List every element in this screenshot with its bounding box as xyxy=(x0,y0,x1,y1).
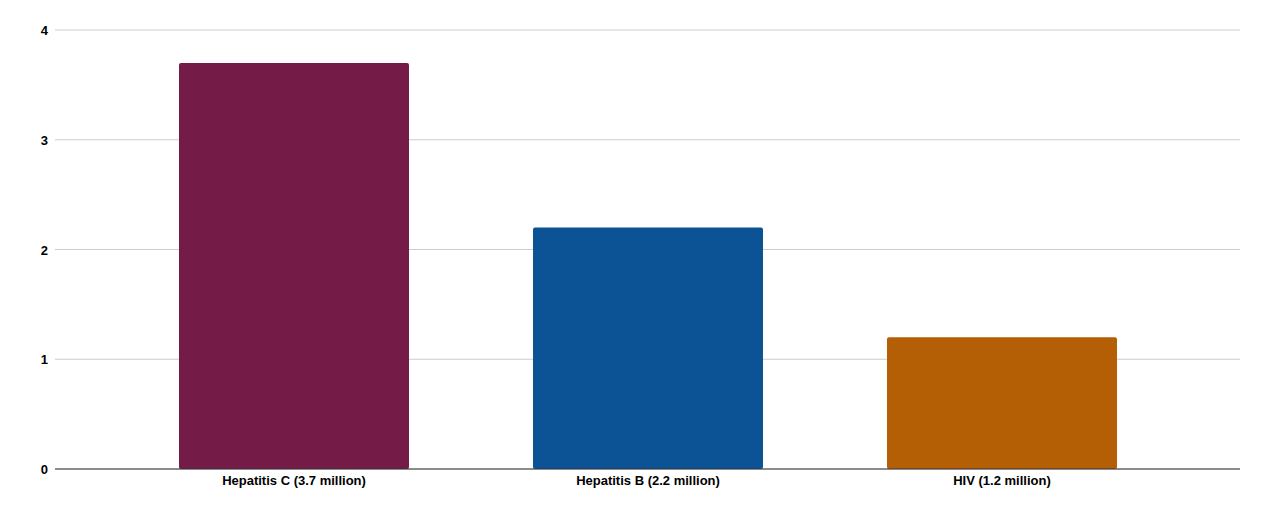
y-tick-label: 4 xyxy=(41,23,49,38)
x-tick-label: Hepatitis C (3.7 million) xyxy=(222,473,366,488)
y-tick-label: 3 xyxy=(41,133,48,148)
bars xyxy=(179,63,1117,469)
x-axis-line xyxy=(55,469,1240,470)
grid-line xyxy=(55,30,1240,31)
y-tick-label: 2 xyxy=(41,243,48,258)
bar xyxy=(179,63,409,469)
y-tick-label: 0 xyxy=(41,462,48,477)
grid-line xyxy=(55,469,1240,470)
chart-svg: 0 1 2 3 4 Hepatitis C (3.7 million) Hepatitis … xyxy=(0,0,1264,509)
x-tick-label: HIV (1.2 million) xyxy=(953,473,1051,488)
bar xyxy=(887,337,1117,469)
chart-container: 0 1 2 3 4 Hepatitis C (3.7 million) Hepatitis … xyxy=(0,0,1264,509)
y-tick-label: 1 xyxy=(41,352,48,367)
bar xyxy=(533,228,763,469)
x-tick-label: Hepatitis B (2.2 million) xyxy=(576,473,720,488)
